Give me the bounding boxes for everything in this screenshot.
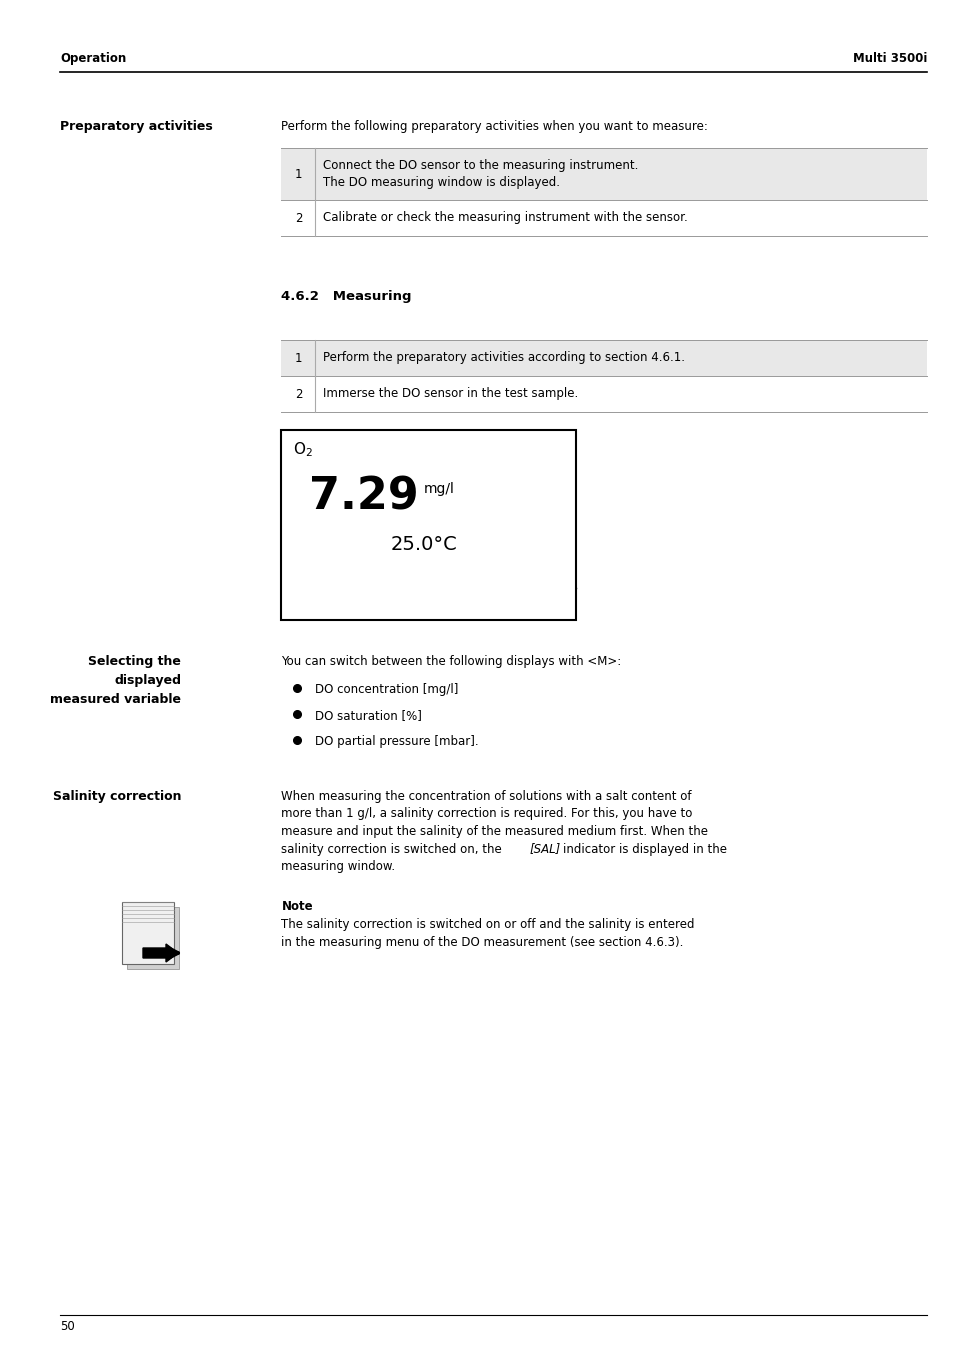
Text: Selecting the
displayed
measured variable: Selecting the displayed measured variabl… <box>51 655 181 707</box>
Bar <box>122 902 173 965</box>
Text: 2: 2 <box>294 212 302 224</box>
Text: You can switch between the following displays with <M>:: You can switch between the following dis… <box>281 655 621 667</box>
Text: more than 1 g/l, a salinity correction is required. For this, you have to: more than 1 g/l, a salinity correction i… <box>281 808 692 820</box>
Text: 25.0°C: 25.0°C <box>390 535 456 554</box>
Text: measuring window.: measuring window. <box>281 861 395 873</box>
Text: Salinity correction: Salinity correction <box>52 790 181 802</box>
Text: DO concentration [mg/l]: DO concentration [mg/l] <box>315 684 458 696</box>
Text: 50: 50 <box>60 1320 74 1333</box>
Bar <box>281 430 576 620</box>
Text: measure and input the salinity of the measured medium first. When the: measure and input the salinity of the me… <box>281 825 708 838</box>
Bar <box>127 907 179 969</box>
Text: Operation: Operation <box>60 51 126 65</box>
Bar <box>281 149 926 200</box>
Text: When measuring the concentration of solutions with a salt content of: When measuring the concentration of solu… <box>281 790 691 802</box>
Text: The salinity correction is switched on or off and the salinity is entered
in the: The salinity correction is switched on o… <box>281 917 694 948</box>
Text: 4.6.2   Measuring: 4.6.2 Measuring <box>281 290 412 303</box>
Text: O$_2$: O$_2$ <box>294 440 313 459</box>
Text: Perform the following preparatory activities when you want to measure:: Perform the following preparatory activi… <box>281 120 707 132</box>
Text: Multi 3500i: Multi 3500i <box>852 51 926 65</box>
Text: Immerse the DO sensor in the test sample.: Immerse the DO sensor in the test sample… <box>323 388 578 400</box>
Text: salinity correction is switched on, the: salinity correction is switched on, the <box>281 843 505 855</box>
Bar <box>281 376 926 412</box>
Bar <box>281 340 926 376</box>
Text: [SAL]: [SAL] <box>529 843 560 855</box>
Text: DO partial pressure [mbar].: DO partial pressure [mbar]. <box>315 735 478 748</box>
Text: Calibrate or check the measuring instrument with the sensor.: Calibrate or check the measuring instrum… <box>323 212 687 224</box>
Text: 1: 1 <box>294 168 302 181</box>
Text: mg/l: mg/l <box>423 482 455 496</box>
FancyArrow shape <box>143 944 178 962</box>
Text: indicator is displayed in the: indicator is displayed in the <box>563 843 727 855</box>
Text: Connect the DO sensor to the measuring instrument.
The DO measuring window is di: Connect the DO sensor to the measuring i… <box>323 159 639 189</box>
Text: DO saturation [%]: DO saturation [%] <box>315 709 422 721</box>
Text: Preparatory activities: Preparatory activities <box>60 120 213 132</box>
Bar <box>281 200 926 236</box>
Text: Note: Note <box>281 900 313 913</box>
Text: 2: 2 <box>294 388 302 400</box>
Text: Perform the preparatory activities according to section 4.6.1.: Perform the preparatory activities accor… <box>323 351 684 365</box>
Text: 7.29: 7.29 <box>309 476 418 517</box>
Text: 1: 1 <box>294 351 302 365</box>
